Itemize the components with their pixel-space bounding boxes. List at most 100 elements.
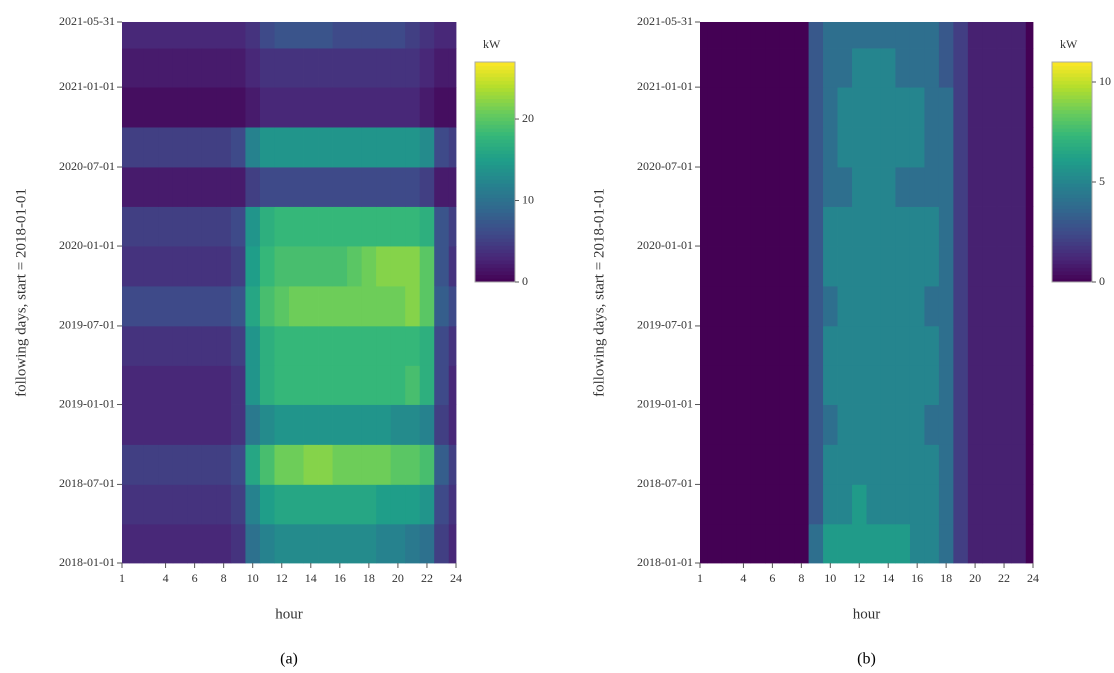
heat-cell	[419, 523, 435, 564]
heat-cell	[707, 404, 723, 445]
heat-cell	[736, 325, 752, 366]
heat-cell	[924, 484, 940, 525]
heat-cell	[216, 48, 232, 88]
heat-cell	[1011, 325, 1027, 366]
heat-cell	[245, 246, 261, 287]
heat-cell	[318, 444, 333, 485]
colorbar-segment	[1052, 190, 1092, 195]
colorbar-segment	[1052, 227, 1092, 232]
heat-cell	[361, 246, 377, 287]
heat-cell	[303, 325, 319, 366]
heat-cell	[390, 206, 406, 247]
heat-cell	[274, 48, 290, 88]
y-axis-title: following days, start = 2018-01-01	[591, 188, 607, 397]
heat-cell	[837, 167, 853, 207]
colorbar-tick-label: 10	[522, 192, 534, 206]
heat-cell	[216, 365, 232, 405]
colorbar-segment	[1052, 194, 1092, 199]
heat-cell	[765, 325, 781, 366]
heat-cell	[837, 325, 853, 366]
heat-cell	[434, 523, 450, 564]
heat-cell	[895, 127, 911, 168]
heat-cell	[909, 206, 925, 247]
heat-cell	[895, 22, 911, 49]
y-tick-label: 2018-07-01	[59, 476, 115, 490]
heat-cell	[303, 22, 319, 49]
heat-cell	[318, 325, 333, 366]
heat-cell	[1025, 87, 1034, 128]
heat-cell	[909, 127, 925, 168]
colorbar-segment	[475, 124, 515, 129]
heat-cell	[361, 48, 377, 88]
heat-cell	[837, 246, 853, 287]
heat-cell	[750, 484, 766, 525]
heat-cell	[721, 87, 737, 128]
heat-cell	[837, 285, 853, 327]
colorbar-segment	[475, 139, 515, 144]
y-tick-label: 2020-07-01	[59, 159, 115, 173]
heat-cell	[259, 48, 275, 88]
colorbar-segment	[475, 274, 515, 279]
colorbar-segment	[475, 241, 515, 246]
heat-cell	[765, 206, 781, 247]
heat-cell	[779, 523, 795, 564]
heat-cell	[1025, 285, 1034, 327]
y-tick-label: 2021-05-31	[637, 14, 693, 28]
heat-cell	[419, 206, 435, 247]
heat-cell	[172, 484, 188, 525]
heat-cell	[230, 444, 246, 485]
heat-cell	[434, 167, 450, 207]
heat-cell	[419, 484, 435, 525]
heat-cell	[779, 365, 795, 405]
heat-cell	[794, 484, 809, 525]
colorbar-segment	[475, 153, 515, 158]
colorbar-segment	[1052, 139, 1092, 144]
heat-cell	[909, 48, 925, 88]
colorbar-segment	[1052, 98, 1092, 103]
heat-cell	[808, 325, 824, 366]
heat-cell	[1011, 22, 1027, 49]
heat-cell	[347, 167, 363, 207]
colorbar-segment	[1052, 219, 1092, 224]
heat-cell	[245, 523, 261, 564]
colorbar-segment	[1052, 267, 1092, 272]
heat-cell	[318, 127, 333, 168]
heat-cell	[122, 87, 130, 128]
colorbar-segment	[1052, 161, 1092, 166]
colorbar-tick-label: 10	[1099, 74, 1111, 88]
heat-cell	[1025, 365, 1034, 405]
heat-cell	[852, 127, 867, 168]
colorbar-segment	[475, 150, 515, 155]
heat-cell	[765, 22, 781, 49]
heat-cell	[794, 365, 809, 405]
heat-cell	[794, 48, 809, 88]
heat-cell	[129, 444, 145, 485]
heat-cell	[405, 404, 421, 445]
heat-cell	[982, 206, 998, 247]
heat-cell	[1025, 484, 1034, 525]
heat-cell	[318, 285, 333, 327]
heat-cell	[1025, 404, 1034, 445]
heat-cell	[259, 285, 275, 327]
x-axis-title: hour	[853, 606, 881, 622]
heat-cell	[245, 285, 261, 327]
heat-cell	[924, 87, 940, 128]
heat-cell	[216, 127, 232, 168]
x-tick-label: 20	[392, 571, 404, 585]
colorbar-segment	[475, 238, 515, 243]
heat-cell	[794, 206, 809, 247]
heat-cell	[158, 127, 174, 168]
heat-cell	[143, 325, 159, 366]
colorbar-segment	[475, 102, 515, 107]
heat-cell	[1011, 127, 1027, 168]
heat-cell	[201, 484, 217, 525]
heat-cell	[1011, 246, 1027, 287]
colorbar-segment	[475, 256, 515, 261]
heat-cell	[187, 523, 203, 564]
heat-cell	[187, 484, 203, 525]
heat-cell	[808, 365, 824, 405]
heat-cell	[143, 87, 159, 128]
heat-cell	[736, 404, 752, 445]
colorbar-segment	[475, 128, 515, 133]
caption: (a)	[280, 651, 298, 668]
